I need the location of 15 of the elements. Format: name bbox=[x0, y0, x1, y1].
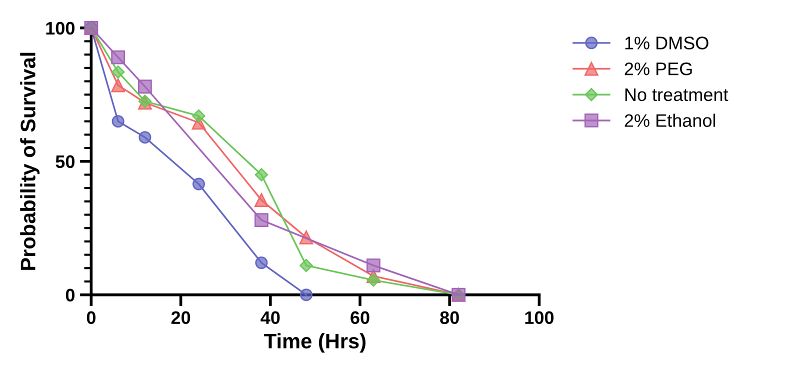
y-axis-title: Probability of Survival bbox=[20, 52, 40, 270]
y-tick-label: 100 bbox=[46, 22, 74, 35]
x-tick-label: 40 bbox=[260, 311, 280, 324]
legend-label: 2% Ethanol bbox=[624, 114, 716, 127]
x-tick-label: 0 bbox=[86, 311, 96, 324]
y-tick-label: 0 bbox=[66, 288, 74, 302]
x-tick-label: 20 bbox=[171, 311, 190, 324]
x-tick-label: 60 bbox=[350, 311, 370, 324]
y-tick-label: 50 bbox=[56, 155, 74, 168]
legend-label: No treatment bbox=[625, 88, 728, 102]
legend-label: 2% PEG bbox=[624, 62, 692, 76]
legend-label: 1% DMSO bbox=[625, 36, 708, 50]
x-tick-label: 80 bbox=[440, 311, 459, 324]
x-axis-title: Time (Hrs) bbox=[264, 333, 366, 353]
x-tick-label: 100 bbox=[525, 311, 554, 324]
